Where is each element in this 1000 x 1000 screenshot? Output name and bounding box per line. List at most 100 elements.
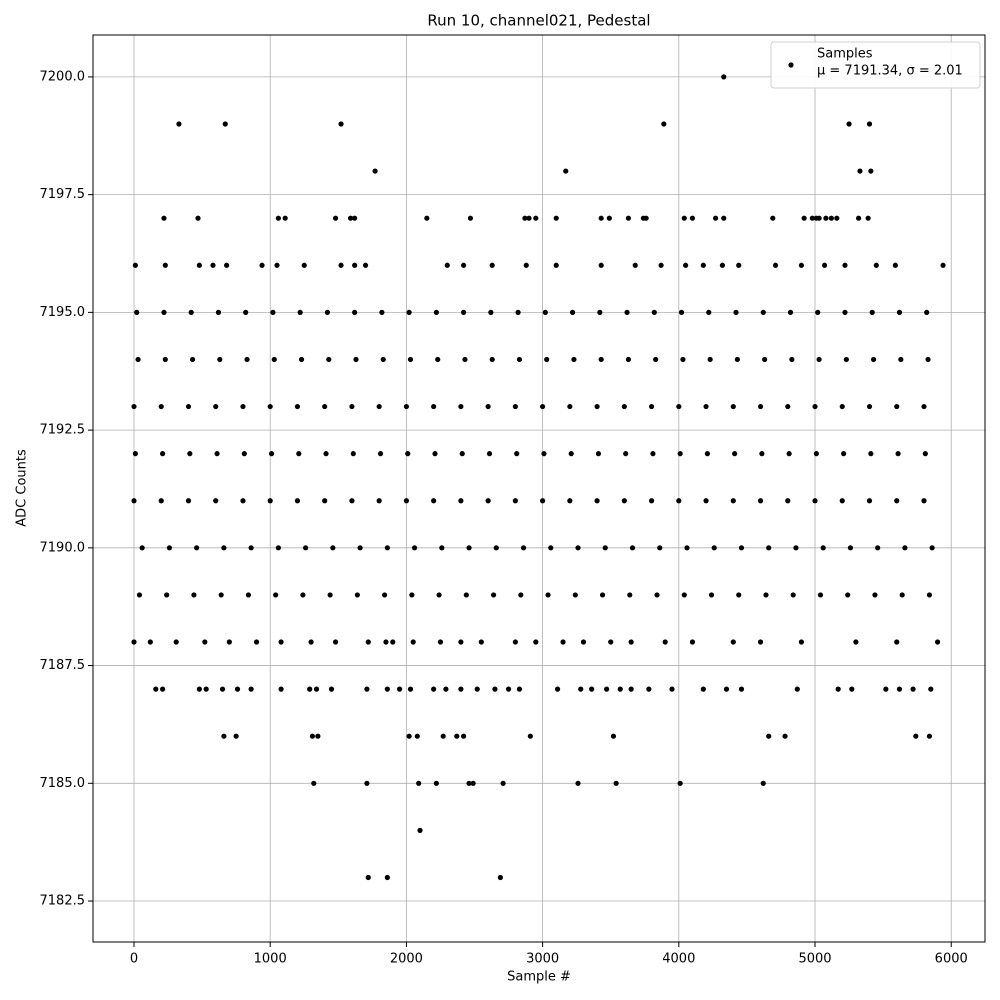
point [613, 780, 619, 786]
point [489, 356, 495, 363]
point [328, 686, 335, 692]
point [921, 498, 927, 504]
point [458, 639, 464, 645]
point [892, 262, 898, 268]
point [928, 686, 934, 692]
point [497, 874, 503, 881]
point [338, 262, 344, 268]
point [922, 451, 928, 457]
point [461, 262, 467, 268]
point [176, 121, 182, 127]
point [194, 545, 200, 551]
point [406, 309, 412, 315]
point [703, 403, 709, 410]
y-tick-label: 7200.0 [40, 69, 86, 84]
point [410, 639, 416, 645]
point [278, 686, 284, 692]
point [896, 309, 903, 315]
point [676, 498, 682, 504]
point [409, 592, 415, 598]
point [730, 498, 736, 504]
point [173, 639, 179, 645]
point [734, 356, 740, 363]
point [362, 262, 369, 268]
point [785, 403, 791, 410]
point [518, 592, 524, 598]
y-tick-label: 7190.0 [40, 540, 86, 555]
point [677, 780, 683, 786]
point [567, 403, 573, 410]
point [486, 451, 493, 457]
point [896, 686, 903, 692]
point [437, 639, 444, 645]
point [598, 262, 604, 268]
point [436, 592, 442, 598]
point [809, 215, 815, 221]
point [706, 309, 712, 315]
point [857, 168, 863, 174]
point [650, 451, 656, 457]
point [383, 639, 389, 645]
point [589, 686, 595, 692]
point [617, 686, 623, 692]
point [894, 639, 900, 645]
point [648, 498, 655, 504]
point [221, 545, 227, 551]
point [569, 309, 576, 315]
point [215, 309, 222, 315]
point [595, 451, 602, 457]
point [940, 262, 946, 268]
point [847, 545, 854, 551]
point [563, 168, 569, 174]
point [303, 545, 309, 551]
point [203, 686, 209, 692]
point [470, 780, 476, 786]
point [384, 545, 390, 551]
point [372, 168, 378, 174]
point [416, 780, 422, 786]
point [433, 309, 439, 315]
point [196, 262, 202, 268]
point [522, 215, 528, 221]
point [823, 215, 829, 221]
point [571, 356, 577, 363]
point [458, 686, 464, 692]
point [135, 356, 141, 363]
point [396, 686, 403, 692]
point [646, 686, 652, 692]
y-tick-label: 7185.0 [40, 776, 86, 791]
point [224, 262, 230, 268]
point [575, 545, 581, 551]
point [431, 686, 437, 692]
point [866, 403, 873, 410]
point [683, 262, 689, 268]
point [213, 498, 219, 504]
point [515, 309, 521, 315]
point [533, 215, 539, 221]
point [869, 309, 875, 315]
point [704, 451, 711, 457]
point [136, 592, 143, 598]
point [349, 403, 355, 410]
point [488, 309, 494, 315]
point [653, 356, 659, 363]
point [131, 639, 137, 645]
point [575, 780, 581, 786]
point [526, 215, 532, 221]
point [597, 309, 603, 315]
point [233, 733, 239, 739]
point [379, 309, 385, 315]
point [883, 686, 889, 692]
point [485, 498, 491, 504]
point [322, 498, 328, 504]
point [523, 262, 529, 268]
point [625, 356, 632, 363]
point [187, 451, 193, 457]
point [217, 356, 223, 363]
point [651, 309, 657, 315]
point [560, 639, 566, 645]
point [624, 309, 630, 315]
point [610, 733, 617, 739]
point [712, 215, 719, 221]
point [384, 874, 390, 881]
